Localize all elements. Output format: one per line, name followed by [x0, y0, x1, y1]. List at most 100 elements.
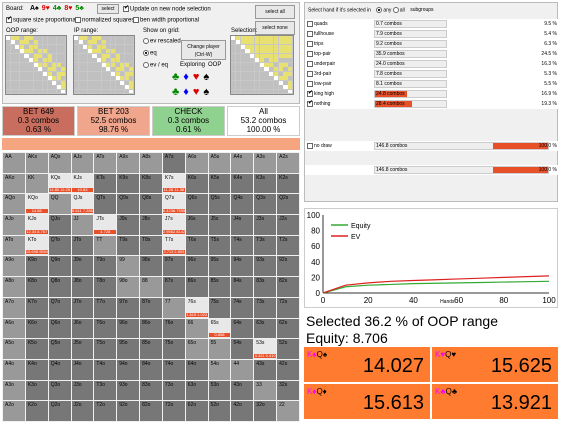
hand-cell[interactable]: 74o — [162, 359, 185, 380]
hand-cell[interactable]: 44 — [231, 359, 254, 380]
hand-cell[interactable]: T7s 2.713 2.853 — [162, 235, 185, 256]
hand-cell[interactable]: 94o — [117, 359, 140, 380]
hand-cell[interactable]: J3o — [71, 380, 94, 401]
hand-cell[interactable]: Q5o — [48, 339, 71, 359]
selection-minigrid[interactable] — [230, 35, 294, 95]
hand-cell[interactable]: T8s — [140, 235, 162, 256]
hand-category-row[interactable]: low-pair 8.1 combos 5.5 % — [305, 79, 559, 89]
spade-icon[interactable]: ♠ — [203, 86, 214, 98]
hand-cell[interactable]: J8s — [140, 215, 162, 235]
hand-cell[interactable]: K4o — [25, 359, 48, 380]
hand-cell[interactable]: A5o — [3, 339, 25, 359]
hand-cell[interactable]: 98s — [140, 256, 162, 277]
hand-cell[interactable]: 83s — [254, 277, 277, 297]
hand-cell[interactable]: T9s — [117, 235, 140, 256]
hand-cell[interactable]: 82s — [277, 277, 299, 297]
hand-cell[interactable]: JTo — [71, 235, 94, 256]
no-draw-row[interactable]: no draw 146.8 combos 100.0 % — [305, 141, 559, 151]
hand-cell[interactable]: Q8s — [140, 194, 162, 215]
action-card[interactable]: BET 649 0.3 combos 0.63 % — [2, 106, 75, 136]
hand-cell[interactable]: 53s 0.421 0.410 — [254, 339, 277, 359]
hand-cell[interactable]: 73o — [162, 380, 185, 401]
hand-cell[interactable]: K8s — [140, 173, 162, 194]
hand-category-checkbox[interactable] — [307, 80, 313, 87]
hand-cell[interactable]: T4s — [231, 235, 254, 256]
hand-cell[interactable]: J9o — [71, 256, 94, 277]
hand-cell[interactable]: K5s — [208, 173, 231, 194]
ev-rescaled-radio[interactable]: ev rescaled — [143, 38, 181, 45]
hand-cell[interactable]: 97o — [117, 297, 140, 318]
suit-filter-row-2[interactable]: ♣♦♥♠ — [172, 86, 213, 98]
hand-cell[interactable]: 96o — [117, 318, 140, 339]
hand-cell[interactable]: K7s 11.28 11.38 — [162, 173, 185, 194]
hand-cell[interactable]: 88 — [140, 277, 162, 297]
eq-radio-dot[interactable] — [143, 50, 149, 56]
hand-cell[interactable]: A7s — [162, 153, 185, 173]
hand-cell[interactable]: 96s — [185, 256, 208, 277]
hand-cell[interactable]: T2s — [277, 235, 299, 256]
hand-cell[interactable]: QTo — [48, 235, 71, 256]
hand-cell[interactable]: 74s — [231, 297, 254, 318]
hand-cell[interactable]: Q6s — [185, 194, 208, 215]
hand-cell[interactable]: J3s — [254, 215, 277, 235]
hand-category-row[interactable]: 3rd-pair 7.8 combos 5.3 % — [305, 69, 559, 79]
hand-cell[interactable]: AQs — [48, 153, 71, 173]
hand-cell[interactable]: T2o — [94, 401, 117, 421]
hand-cell[interactable]: AKs — [25, 153, 48, 173]
hand-category-checkbox[interactable] — [307, 60, 313, 67]
hand-cell[interactable]: K6s — [185, 173, 208, 194]
hand-cell[interactable]: T4o — [94, 359, 117, 380]
hand-cell[interactable]: A8s — [140, 153, 162, 173]
square-size-checkbox[interactable]: square size proportional — [6, 16, 77, 24]
suit-filter-row-1[interactable]: ♣♦♥♠ — [172, 71, 213, 83]
hand-cell[interactable]: Q6o — [48, 318, 71, 339]
hand-cell[interactable]: K4s — [231, 173, 254, 194]
hand-cell[interactable]: A7o — [3, 297, 25, 318]
hand-cell[interactable]: 83o — [140, 380, 162, 401]
action-card[interactable]: CHECK 0.3 combos 0.61 % — [152, 106, 225, 136]
hand-category-row[interactable]: underpair 24.0 combos 16.3 % — [305, 59, 559, 69]
hand-cell[interactable]: 86o — [140, 318, 162, 339]
hand-cell[interactable]: K5o — [25, 339, 48, 359]
hand-cell[interactable]: A9o — [3, 256, 25, 277]
hand-cell[interactable]: K6o — [25, 318, 48, 339]
hand-cell[interactable]: J8o — [71, 277, 94, 297]
hand-cell[interactable]: A3s — [254, 153, 277, 173]
hand-cell[interactable]: ATs — [94, 153, 117, 173]
hand-cell[interactable]: J9s — [117, 215, 140, 235]
oop-range-minigrid[interactable] — [5, 35, 67, 95]
hand-cell[interactable]: T8o — [94, 277, 117, 297]
hand-cell[interactable]: T6s — [185, 235, 208, 256]
hand-cell[interactable]: J2o — [71, 401, 94, 421]
hand-cell[interactable]: 85s — [208, 277, 231, 297]
hand-cell[interactable]: 42s — [277, 359, 299, 380]
ev-rescaled-radio-dot[interactable] — [143, 38, 149, 44]
hand-category-row[interactable]: trips 9.2 combos 6.3 % — [305, 39, 559, 49]
hand-cell[interactable]: 95s — [208, 256, 231, 277]
hand-cell[interactable]: A4o — [3, 359, 25, 380]
hand-cell[interactable]: A6s — [185, 153, 208, 173]
hand-cell[interactable]: 95o — [117, 339, 140, 359]
hand-cell[interactable]: 66 — [185, 318, 208, 339]
hand-cell[interactable]: 93o — [117, 380, 140, 401]
hand-cell[interactable]: 52s — [277, 339, 299, 359]
hand-cell[interactable]: KTs — [94, 173, 117, 194]
hand-cell[interactable]: 84s — [231, 277, 254, 297]
hand-category-row[interactable]: nothing 28.4 combos 19.3 % — [305, 99, 559, 109]
select-button[interactable]: select — [97, 4, 119, 14]
ben-width-box[interactable] — [133, 17, 139, 23]
hand-category-row[interactable]: quads 0.7 combos 9.5 % — [305, 19, 559, 29]
hand-cell[interactable]: Q7o — [48, 297, 71, 318]
hand-cell[interactable]: 99 — [117, 256, 140, 277]
spade-icon[interactable]: ♠ — [203, 71, 214, 83]
hand-cell[interactable]: 82o — [140, 401, 162, 421]
hand-cell[interactable]: 87s — [162, 277, 185, 297]
hand-cell[interactable]: TT — [94, 235, 117, 256]
hand-category-checkbox[interactable] — [307, 40, 313, 47]
hand-cell[interactable]: Q9o — [48, 256, 71, 277]
action-card[interactable]: BET 203 52.5 combos 98.76 % — [77, 106, 150, 136]
hand-cell[interactable]: Q8o — [48, 277, 71, 297]
combo-equity-box[interactable]: K♠Q♠ 14.027 — [304, 347, 430, 382]
combo-equity-box[interactable]: K♣Q♣ 13.921 — [432, 384, 558, 419]
